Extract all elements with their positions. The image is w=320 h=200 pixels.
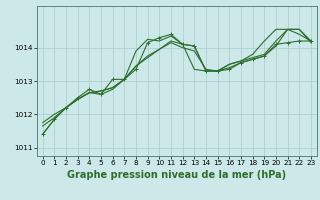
X-axis label: Graphe pression niveau de la mer (hPa): Graphe pression niveau de la mer (hPa) bbox=[67, 170, 286, 180]
